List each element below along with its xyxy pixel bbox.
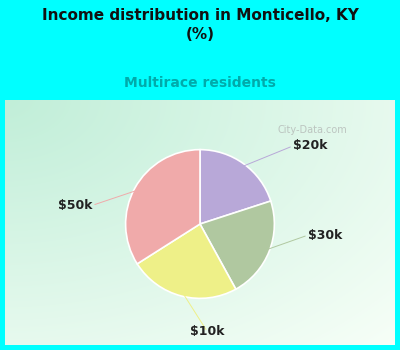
Text: Income distribution in Monticello, KY
(%): Income distribution in Monticello, KY (%… [42, 8, 358, 42]
Bar [0, 345, 400, 350]
Text: $50k: $50k [58, 199, 92, 212]
Text: $10k: $10k [190, 326, 225, 338]
Text: $20k: $20k [293, 139, 328, 152]
Text: Multirace residents: Multirace residents [124, 76, 276, 90]
Text: $30k: $30k [308, 229, 342, 241]
Wedge shape [126, 149, 200, 264]
Text: City-Data.com: City-Data.com [277, 125, 347, 135]
Wedge shape [137, 224, 236, 298]
Wedge shape [200, 149, 271, 224]
Wedge shape [200, 201, 274, 289]
Bar [0, 100, 5, 350]
Bar [395, 100, 400, 350]
